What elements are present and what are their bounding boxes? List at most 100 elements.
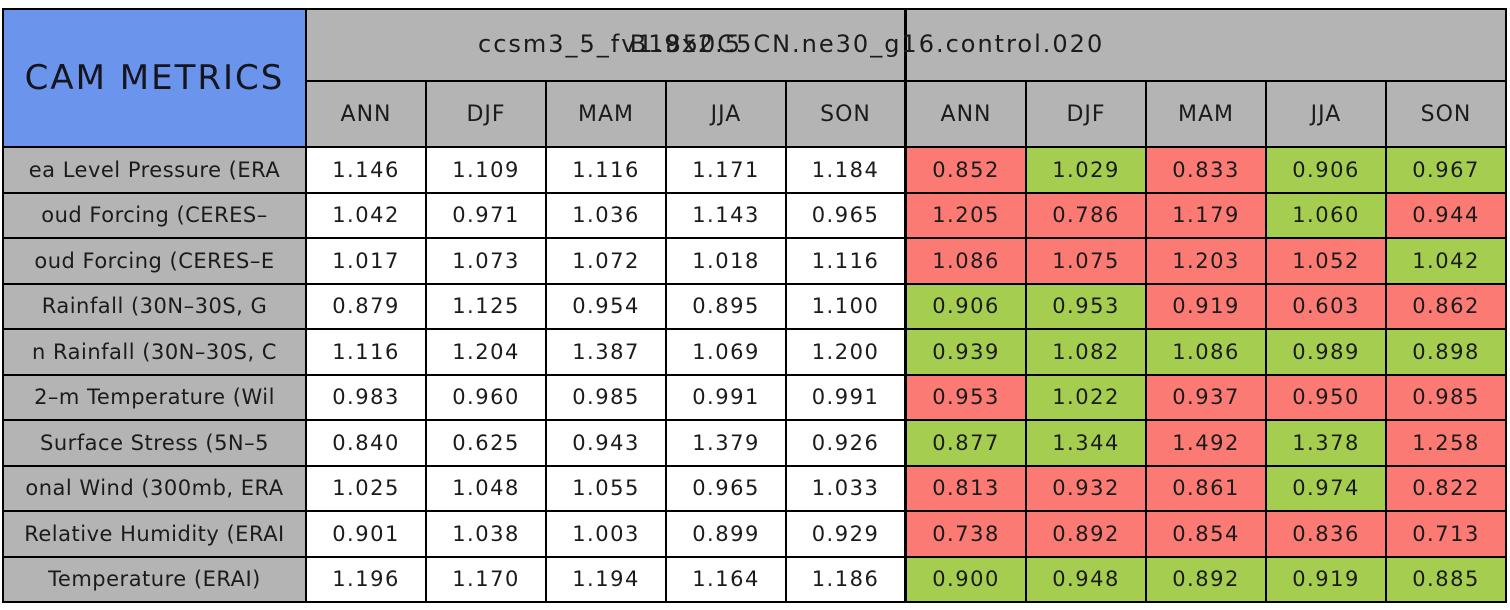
comparison-value-cell: 0.892 [1027, 512, 1147, 558]
row-label-cell: onal Wind (300mb, ERA [4, 466, 307, 512]
row-label-cell: ea Level Pressure (ERA [4, 148, 307, 194]
comparison-value-cell: 0.950 [1267, 375, 1387, 421]
metric-value-cell: 1.143 [667, 193, 787, 239]
metric-value-cell: 1.048 [427, 466, 547, 512]
comparison-value-cell: 0.900 [907, 557, 1027, 603]
metric-value-cell: 0.983 [307, 375, 427, 421]
metric-value-cell: 1.387 [547, 330, 667, 376]
metric-value-cell: 0.926 [787, 421, 907, 467]
metric-value-cell: 1.025 [307, 466, 427, 512]
row-label-cell: Temperature (ERAI) [4, 557, 307, 603]
comparison-value-cell: 0.603 [1267, 284, 1387, 330]
comparison-value-cell: 0.836 [1267, 512, 1387, 558]
comparison-value-cell: 1.022 [1027, 375, 1147, 421]
metric-value-cell: 1.200 [787, 330, 907, 376]
comparison-value-cell: 0.953 [907, 375, 1027, 421]
metric-value-cell: 0.965 [667, 466, 787, 512]
row-label-cell: oud Forcing (CERES– [4, 193, 307, 239]
metric-value-cell: 1.379 [667, 421, 787, 467]
metric-value-cell: 1.116 [787, 239, 907, 285]
metric-value-cell: 1.038 [427, 512, 547, 558]
season-header-cell: DJF [427, 82, 547, 148]
comparison-value-cell: 0.989 [1267, 330, 1387, 376]
comparison-value-cell: 0.898 [1387, 330, 1507, 376]
metric-value-cell: 0.929 [787, 512, 907, 558]
comparison-value-cell: 0.862 [1387, 284, 1507, 330]
metric-value-cell: 1.100 [787, 284, 907, 330]
comparison-value-cell: 0.937 [1147, 375, 1267, 421]
comparison-value-cell: 0.786 [1027, 193, 1147, 239]
row-label-cell: oud Forcing (CERES–E [4, 239, 307, 285]
metric-value-cell: 0.879 [307, 284, 427, 330]
comparison-value-cell: 0.892 [1147, 557, 1267, 603]
season-header-cell: ANN [907, 82, 1027, 148]
season-header-cell: MAM [547, 82, 667, 148]
metric-value-cell: 0.895 [667, 284, 787, 330]
metric-value-cell: 1.042 [307, 193, 427, 239]
metric-value-cell: 1.003 [547, 512, 667, 558]
metric-value-cell: 0.954 [547, 284, 667, 330]
comparison-value-cell: 0.944 [1387, 193, 1507, 239]
season-header-cell: MAM [1147, 82, 1267, 148]
comparison-value-cell: 0.738 [907, 512, 1027, 558]
metric-value-cell: 1.109 [427, 148, 547, 194]
comparison-value-cell: 0.822 [1387, 466, 1507, 512]
season-header-cell: DJF [1027, 82, 1147, 148]
comparison-value-cell: 1.258 [1387, 421, 1507, 467]
comparison-value-cell: 1.205 [907, 193, 1027, 239]
comparison-value-cell: 1.378 [1267, 421, 1387, 467]
metric-value-cell: 1.069 [667, 330, 787, 376]
metric-value-cell: 0.901 [307, 512, 427, 558]
comparison-value-cell: 0.985 [1387, 375, 1507, 421]
comparison-value-cell: 0.948 [1027, 557, 1147, 603]
comparison-value-cell: 0.713 [1387, 512, 1507, 558]
comparison-value-cell: 0.953 [1027, 284, 1147, 330]
comparison-value-cell: 0.906 [907, 284, 1027, 330]
corner-title-cell: CAM METRICS [4, 10, 307, 148]
comparison-value-cell: 1.344 [1027, 421, 1147, 467]
comparison-value-cell: 1.052 [1267, 239, 1387, 285]
metric-value-cell: 1.186 [787, 557, 907, 603]
metric-value-cell: 1.164 [667, 557, 787, 603]
metric-value-cell: 1.171 [667, 148, 787, 194]
comparison-value-cell: 1.086 [1147, 330, 1267, 376]
metric-value-cell: 1.170 [427, 557, 547, 603]
run2-title-cell [907, 10, 1507, 82]
comparison-value-cell: 1.075 [1027, 239, 1147, 285]
season-header-cell: SON [787, 82, 907, 148]
comparison-value-cell: 0.919 [1147, 284, 1267, 330]
comparison-value-cell: 1.082 [1027, 330, 1147, 376]
metric-value-cell: 1.116 [547, 148, 667, 194]
metric-value-cell: 0.991 [667, 375, 787, 421]
metric-value-cell: 1.017 [307, 239, 427, 285]
comparison-value-cell: 1.029 [1027, 148, 1147, 194]
comparison-value-cell: 0.967 [1387, 148, 1507, 194]
metric-value-cell: 1.194 [547, 557, 667, 603]
metric-value-cell: 0.991 [787, 375, 907, 421]
metric-value-cell: 1.125 [427, 284, 547, 330]
season-header-cell: SON [1387, 82, 1507, 148]
metric-value-cell: 0.899 [667, 512, 787, 558]
comparison-value-cell: 0.833 [1147, 148, 1267, 194]
metric-value-cell: 1.184 [787, 148, 907, 194]
row-label-cell: Relative Humidity (ERAI [4, 512, 307, 558]
comparison-value-cell: 0.906 [1267, 148, 1387, 194]
comparison-value-cell: 0.877 [907, 421, 1027, 467]
comparison-value-cell: 1.179 [1147, 193, 1267, 239]
comparison-value-cell: 1.086 [907, 239, 1027, 285]
metric-value-cell: 1.146 [307, 148, 427, 194]
metric-value-cell: 0.960 [427, 375, 547, 421]
metric-value-cell: 1.033 [787, 466, 907, 512]
season-header-cell: ANN [307, 82, 427, 148]
metric-value-cell: 0.965 [787, 193, 907, 239]
comparison-value-cell: 0.852 [907, 148, 1027, 194]
comparison-value-cell: 1.492 [1147, 421, 1267, 467]
metric-value-cell: 0.985 [547, 375, 667, 421]
comparison-value-cell: 0.939 [907, 330, 1027, 376]
metric-value-cell: 0.971 [427, 193, 547, 239]
metric-value-cell: 1.196 [307, 557, 427, 603]
row-label-cell: Surface Stress (5N–5 [4, 421, 307, 467]
metric-value-cell: 1.036 [547, 193, 667, 239]
metric-value-cell: 1.073 [427, 239, 547, 285]
